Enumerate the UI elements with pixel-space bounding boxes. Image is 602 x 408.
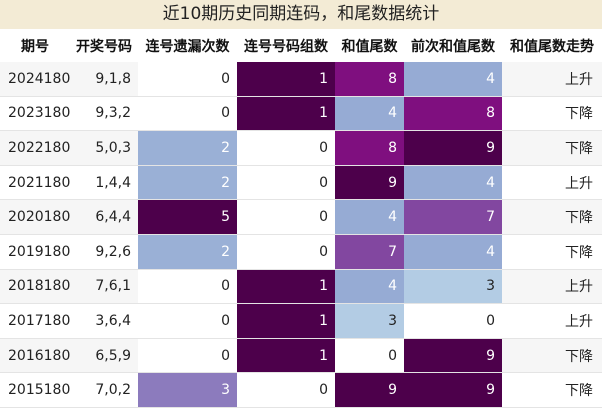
table-row: 2024180 9,1,8 0 1 8 4 上升 xyxy=(0,62,602,97)
cell-miss: 3 xyxy=(138,372,237,408)
cell-miss: 2 xyxy=(138,234,237,270)
header-groups: 连号号码组数 xyxy=(237,29,335,62)
header-draw: 开奖号码 xyxy=(70,29,138,62)
cell-miss: 0 xyxy=(138,338,237,374)
header-miss: 连号遗漏次数 xyxy=(138,29,237,62)
cell-tail: 7 xyxy=(335,234,404,270)
table-row: 2017180 3,6,4 0 1 3 0 上升 xyxy=(0,303,602,339)
cell-prev-tail: 9 xyxy=(404,130,502,166)
cell-trend: 下降 xyxy=(502,338,602,374)
cell-groups: 0 xyxy=(237,165,335,201)
cell-trend: 下降 xyxy=(502,96,602,132)
cell-trend: 下降 xyxy=(502,234,602,270)
cell-period: 2016180 xyxy=(0,338,70,374)
cell-groups: 0 xyxy=(237,130,335,166)
cell-trend: 下降 xyxy=(502,199,602,235)
cell-tail: 0 xyxy=(335,338,404,374)
cell-prev-tail: 0 xyxy=(404,303,502,339)
cell-period: 2018180 xyxy=(0,269,70,305)
cell-draw: 9,1,8 xyxy=(70,62,138,97)
cell-prev-tail: 4 xyxy=(404,62,502,97)
cell-tail: 9 xyxy=(335,165,404,201)
cell-prev-tail: 8 xyxy=(404,96,502,132)
table-row: 2018180 7,6,1 0 1 4 3 上升 xyxy=(0,269,602,305)
cell-prev-tail: 4 xyxy=(404,165,502,201)
cell-groups: 0 xyxy=(237,234,335,270)
cell-draw: 9,3,2 xyxy=(70,96,138,132)
cell-prev-tail: 9 xyxy=(404,372,502,408)
header-period: 期号 xyxy=(0,29,70,62)
cell-prev-tail: 7 xyxy=(404,199,502,235)
header-trend: 和值尾数走势 xyxy=(502,29,602,62)
cell-period: 2022180 xyxy=(0,130,70,166)
table-row: 2019180 9,2,6 2 0 7 4 下降 xyxy=(0,234,602,270)
table-row: 2023180 9,3,2 0 1 4 8 下降 xyxy=(0,96,602,132)
cell-groups: 0 xyxy=(237,372,335,408)
cell-draw: 1,4,4 xyxy=(70,165,138,201)
cell-miss: 5 xyxy=(138,199,237,235)
cell-tail: 9 xyxy=(335,372,404,408)
table-row: 2015180 7,0,2 3 0 9 9 下降 xyxy=(0,372,602,408)
cell-miss: 0 xyxy=(138,269,237,305)
cell-tail: 4 xyxy=(335,96,404,132)
cell-draw: 9,2,6 xyxy=(70,234,138,270)
cell-miss: 2 xyxy=(138,130,237,166)
cell-draw: 7,0,2 xyxy=(70,372,138,408)
cell-miss: 0 xyxy=(138,303,237,339)
cell-prev-tail: 4 xyxy=(404,234,502,270)
cell-trend: 上升 xyxy=(502,303,602,339)
cell-trend: 上升 xyxy=(502,269,602,305)
table-title: 近10期历史同期连码，和尾数据统计 xyxy=(0,0,602,30)
cell-groups: 1 xyxy=(237,338,335,374)
cell-groups: 1 xyxy=(237,62,335,97)
cell-miss: 2 xyxy=(138,165,237,201)
cell-period: 2020180 xyxy=(0,199,70,235)
cell-tail: 8 xyxy=(335,130,404,166)
cell-tail: 8 xyxy=(335,62,404,97)
cell-period: 2015180 xyxy=(0,372,70,408)
cell-tail: 3 xyxy=(335,303,404,339)
cell-trend: 上升 xyxy=(502,165,602,201)
header-tail: 和值尾数 xyxy=(335,29,404,62)
cell-period: 2019180 xyxy=(0,234,70,270)
cell-period: 2023180 xyxy=(0,96,70,132)
cell-groups: 1 xyxy=(237,269,335,305)
header-prev-tail: 前次和值尾数 xyxy=(404,29,502,62)
cell-draw: 6,4,4 xyxy=(70,199,138,235)
header-row: 期号 开奖号码 连号遗漏次数 连号号码组数 和值尾数 前次和值尾数 和值尾数走势 xyxy=(0,29,602,62)
cell-miss: 0 xyxy=(138,96,237,132)
cell-draw: 5,0,3 xyxy=(70,130,138,166)
cell-prev-tail: 3 xyxy=(404,269,502,305)
stats-table: 期号 开奖号码 连号遗漏次数 连号号码组数 和值尾数 前次和值尾数 和值尾数走势… xyxy=(0,29,602,408)
table-row: 2016180 6,5,9 0 1 0 9 下降 xyxy=(0,338,602,374)
table-row: 2021180 1,4,4 2 0 9 4 上升 xyxy=(0,165,602,201)
cell-tail: 4 xyxy=(335,269,404,305)
table-row: 2020180 6,4,4 5 0 4 7 下降 xyxy=(0,199,602,235)
cell-trend: 下降 xyxy=(502,130,602,166)
cell-groups: 1 xyxy=(237,303,335,339)
cell-groups: 0 xyxy=(237,199,335,235)
cell-trend: 上升 xyxy=(502,62,602,97)
cell-draw: 7,6,1 xyxy=(70,269,138,305)
cell-period: 2017180 xyxy=(0,303,70,339)
cell-period: 2021180 xyxy=(0,165,70,201)
cell-miss: 0 xyxy=(138,62,237,97)
table-row: 2022180 5,0,3 2 0 8 9 下降 xyxy=(0,130,602,166)
cell-trend: 下降 xyxy=(502,372,602,408)
cell-draw: 6,5,9 xyxy=(70,338,138,374)
cell-prev-tail: 9 xyxy=(404,338,502,374)
cell-period: 2024180 xyxy=(0,62,70,97)
cell-draw: 3,6,4 xyxy=(70,303,138,339)
cell-groups: 1 xyxy=(237,96,335,132)
cell-tail: 4 xyxy=(335,199,404,235)
